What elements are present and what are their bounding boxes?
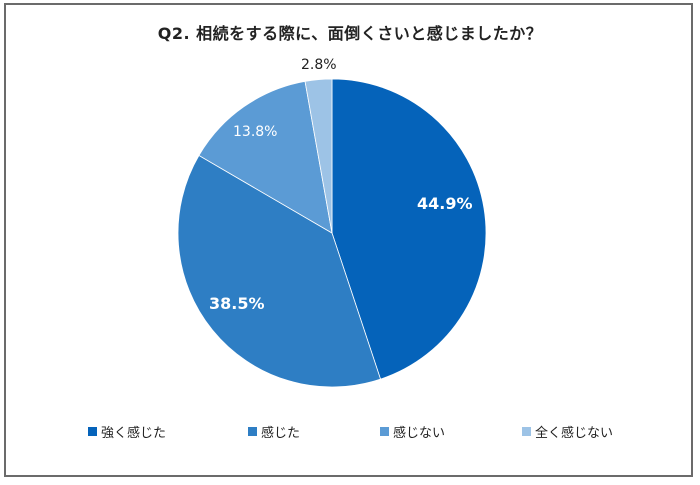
legend-item-not-at-all: 全く感じない	[522, 422, 613, 441]
slice-label-strongly-felt: 44.9%	[417, 194, 473, 213]
slice-not-at-all	[304, 78, 333, 234]
chart-title: Q2. 相続をする際に、面倒くさいと感じましたか？	[157, 24, 543, 43]
slice-label-not-felt: 13.8%	[233, 124, 278, 140]
legend-label: 全く感じない	[535, 426, 614, 441]
legend-label: 感じた	[261, 426, 301, 441]
legend-swatch-icon	[380, 427, 389, 436]
legend-item-felt: 感じた	[248, 422, 300, 441]
legend-swatch-icon	[522, 427, 531, 436]
slice-label-felt: 38.5%	[209, 294, 265, 313]
legend-item-strongly-felt: 強く感じた	[88, 422, 166, 441]
slice-label-not-at-all: 2.8%	[301, 57, 337, 73]
legend-swatch-icon	[88, 427, 97, 436]
slice-felt	[177, 154, 382, 388]
slice-strongly-felt	[331, 78, 487, 380]
chart-legend: 強く感じた 感じた 感じない 全く感じない	[0, 422, 700, 442]
legend-label: 強く感じた	[101, 426, 167, 441]
legend-swatch-icon	[248, 427, 257, 436]
slice-not-felt	[198, 80, 333, 234]
legend-label: 感じない	[393, 426, 446, 441]
legend-item-not-felt: 感じない	[380, 422, 445, 441]
